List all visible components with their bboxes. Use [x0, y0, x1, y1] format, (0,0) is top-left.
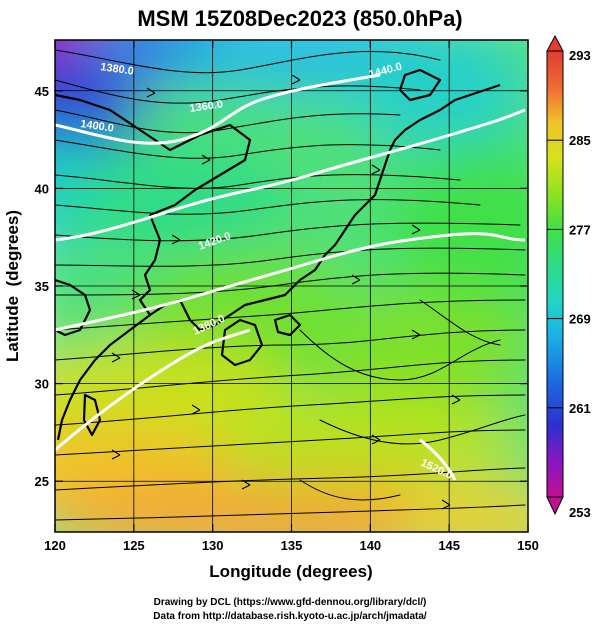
y-tick-label: 35 — [35, 279, 49, 294]
y-axis: 25 30 35 40 45 — [35, 84, 528, 489]
y-tick-label: 45 — [35, 84, 49, 99]
grid-lines — [55, 40, 528, 532]
x-tick-label: 130 — [202, 538, 224, 553]
streamline-arrowheads — [111, 74, 461, 510]
colorbar-tick-label: 261 — [569, 401, 591, 416]
x-axis: 120 125 130 135 140 145 150 — [44, 40, 539, 553]
map-plot-area: 1380.0 1360.0 1440.0 1400.0 1420.0 1380.… — [55, 40, 528, 532]
chart-title: MSM 15Z08Dec2023 (850.0hPa) — [137, 6, 462, 31]
colorbar-tick-label: 253 — [569, 505, 591, 520]
y-tick-label: 40 — [35, 181, 49, 196]
y-axis-label: Latitude (degrees) — [3, 210, 22, 362]
x-tick-label: 125 — [123, 538, 145, 553]
x-tick-label: 135 — [281, 538, 303, 553]
y-tick-label: 25 — [35, 474, 49, 489]
contour-label: 1380.0 — [100, 61, 135, 78]
contour-label: 1400.0 — [80, 118, 115, 135]
x-tick-label: 120 — [44, 538, 66, 553]
colorbar-tick-label: 277 — [569, 222, 591, 237]
y-tick-label: 30 — [35, 377, 49, 392]
credit-line-1: Drawing by DCL (https://www.gfd-dennou.o… — [154, 597, 427, 608]
coastlines — [55, 68, 501, 441]
colorbar-tick-label: 285 — [569, 133, 591, 148]
contour-label: 1360.0 — [189, 98, 224, 115]
x-tick-label: 145 — [438, 538, 460, 553]
colorbar: 293 285 277 269 261 253 — [546, 34, 591, 520]
colorbar-ticks: 293 285 277 269 261 253 — [547, 48, 591, 520]
x-axis-label: Longitude (degrees) — [209, 562, 372, 581]
colorbar-max-arrow — [546, 34, 564, 52]
colorbar-tick-label: 269 — [569, 312, 591, 327]
colorbar-min-arrow — [546, 496, 564, 516]
colorbar-body — [546, 50, 564, 498]
x-tick-label: 140 — [359, 538, 381, 553]
colorbar-tick-label: 293 — [569, 48, 591, 63]
geopotential-contours — [55, 73, 526, 481]
credit-line-2: Data from http://database.rish.kyoto-u.a… — [153, 611, 427, 622]
x-tick-label: 150 — [517, 538, 539, 553]
